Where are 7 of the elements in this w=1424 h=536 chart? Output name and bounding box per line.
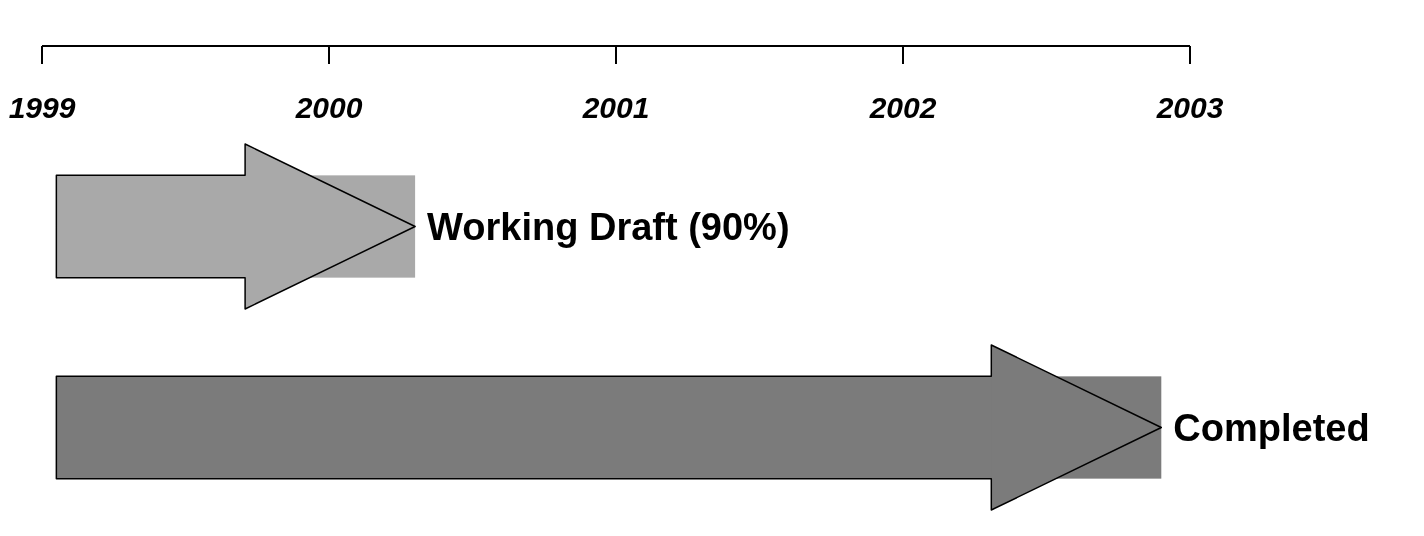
x-tick-label: 2002	[868, 91, 937, 124]
x-tick-label: 1999	[8, 91, 76, 124]
annotation: Completed	[1173, 406, 1370, 449]
x-tick-label: 2003	[1155, 91, 1224, 124]
x-tick-label: 2000	[294, 91, 363, 124]
x-tick-label: 2001	[581, 91, 650, 124]
annotation: Working Draft (90%)	[427, 205, 790, 248]
